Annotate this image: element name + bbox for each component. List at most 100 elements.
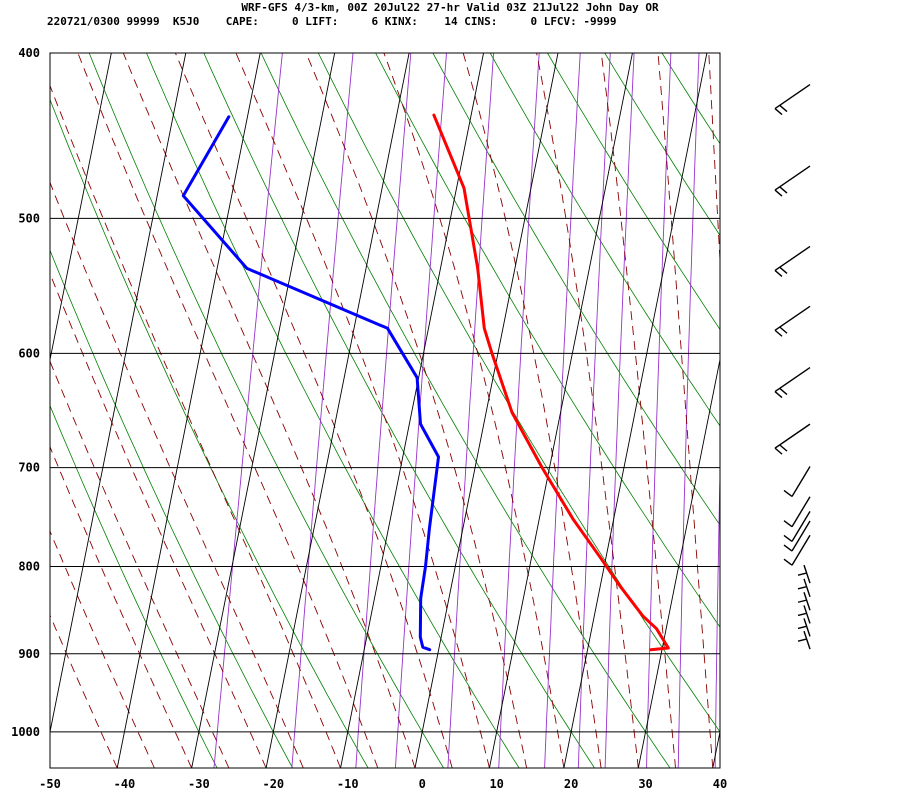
isotherm-line	[191, 53, 336, 768]
moist-adiabat-line	[383, 53, 565, 768]
mixing-ratio-line	[213, 53, 283, 768]
mixing-ratio-line	[291, 53, 354, 768]
dry-adiabat-line	[891, 53, 900, 768]
temperature-tick-label: -30	[188, 777, 210, 791]
wind-barb	[783, 534, 811, 566]
mixing-ratio-line	[646, 53, 672, 768]
dry-adiabat-line	[317, 53, 720, 733]
dry-adiabat-line	[203, 53, 595, 768]
dry-adiabat-line	[547, 53, 720, 331]
background-lines	[50, 53, 900, 768]
dry-adiabat-line	[834, 53, 900, 768]
wind-barb	[797, 564, 811, 584]
wind-barb	[783, 466, 811, 498]
temperature-tick-label: 30	[638, 777, 652, 791]
temperature-tick-label: 10	[489, 777, 503, 791]
dry-adiabat-line	[432, 53, 720, 526]
mixing-ratio-line	[544, 53, 581, 768]
temperature-profile-line	[432, 113, 670, 652]
mixing-ratio-line	[498, 53, 540, 768]
plot-grid	[50, 53, 720, 768]
sounding-profiles	[181, 113, 670, 652]
pressure-tick-label: 400	[18, 46, 40, 60]
moist-adiabat-line	[77, 53, 379, 768]
moist-adiabat-line	[50, 272, 267, 768]
isotherm-line	[50, 53, 187, 735]
dry-adiabat-line	[146, 53, 520, 768]
moist-adiabat-line	[50, 360, 230, 768]
moist-adiabat-line	[174, 53, 453, 768]
isotherm-line	[50, 53, 112, 362]
wind-barb	[774, 165, 811, 197]
dry-adiabat-line	[260, 53, 671, 768]
temperature-tick-label: -10	[337, 777, 359, 791]
dry-adiabat-line	[777, 53, 900, 768]
dry-adiabat-line	[88, 53, 444, 768]
moist-adiabat-line	[235, 53, 490, 768]
pressure-axis-labels: 400 500 600 700 800 900 1000	[11, 46, 40, 739]
pressure-tick-label: 500	[18, 211, 40, 225]
wind-barb	[783, 520, 811, 552]
temperature-tick-label: -40	[114, 777, 136, 791]
temperature-tick-label: -50	[39, 777, 61, 791]
moist-adiabat-line	[50, 181, 304, 768]
wind-barb	[783, 496, 811, 528]
temperature-tick-label: 20	[564, 777, 578, 791]
wind-barb	[774, 366, 811, 399]
wind-barb	[783, 511, 811, 542]
moist-adiabat-line	[50, 614, 118, 768]
isotherm-line	[265, 53, 410, 768]
isotherm-line	[340, 53, 484, 768]
isotherm-line	[414, 53, 559, 768]
dry-adiabat-line	[604, 53, 720, 237]
isotherm-line	[116, 53, 261, 768]
wind-barbs	[774, 84, 811, 650]
pressure-tick-label: 600	[18, 346, 40, 360]
temperature-tick-label: -20	[262, 777, 284, 791]
plot-frame	[49, 52, 721, 769]
wind-barb	[774, 245, 811, 277]
moist-adiabat-line	[708, 53, 720, 268]
moist-adiabat-line	[122, 53, 416, 768]
moist-adiabat-line	[50, 445, 193, 768]
moist-adiabat-line	[657, 53, 714, 768]
moist-adiabat-line	[50, 530, 155, 768]
wind-barb	[797, 618, 811, 637]
wind-barb	[797, 578, 811, 598]
mixing-ratio-line	[355, 53, 412, 768]
chart-header-indices: 220721/0300 99999 K5J0 CAPE: 0 LIFT: 6 K…	[47, 15, 617, 28]
wind-barb	[797, 630, 811, 650]
dry-adiabat-line	[50, 98, 369, 768]
mixing-ratio-line	[604, 53, 635, 768]
moist-adiabat-line	[50, 84, 341, 768]
dry-adiabat-line	[718, 53, 720, 55]
temperature-tick-label: 40	[713, 777, 727, 791]
wind-barb	[797, 592, 811, 611]
moist-adiabat-line	[305, 53, 528, 768]
mixing-ratio-line	[677, 53, 700, 768]
dewpoint-profile-line	[181, 115, 440, 652]
pressure-tick-label: 800	[18, 560, 40, 574]
wind-barb	[774, 84, 811, 116]
wind-barb	[774, 423, 811, 455]
moist-adiabat-line	[600, 53, 676, 768]
wind-barb	[774, 305, 811, 337]
mixing-ratio-line	[577, 53, 611, 768]
mixing-ratio-line	[744, 53, 757, 768]
temperature-axis-labels: -50 -40 -30 -20 -10 0 10 20 30 40	[39, 777, 727, 791]
mixing-ratio-line	[394, 53, 447, 768]
isotherm-line	[563, 53, 708, 768]
isotherm-line	[488, 53, 633, 768]
mixing-ratio-line	[447, 53, 495, 768]
pressure-tick-label: 900	[18, 647, 40, 661]
wind-barb	[797, 605, 811, 624]
dry-adiabat-line	[489, 53, 720, 427]
temperature-tick-label: 0	[419, 777, 426, 791]
isotherm-line	[712, 729, 720, 768]
chart-header-title: WRF-GFS 4/3-km, 00Z 20Jul22 27-hr Valid …	[241, 1, 659, 14]
isotherm-line	[637, 357, 720, 768]
pressure-tick-label: 1000	[11, 725, 40, 739]
dry-adiabat-line	[661, 53, 720, 145]
pressure-tick-label: 700	[18, 461, 40, 475]
